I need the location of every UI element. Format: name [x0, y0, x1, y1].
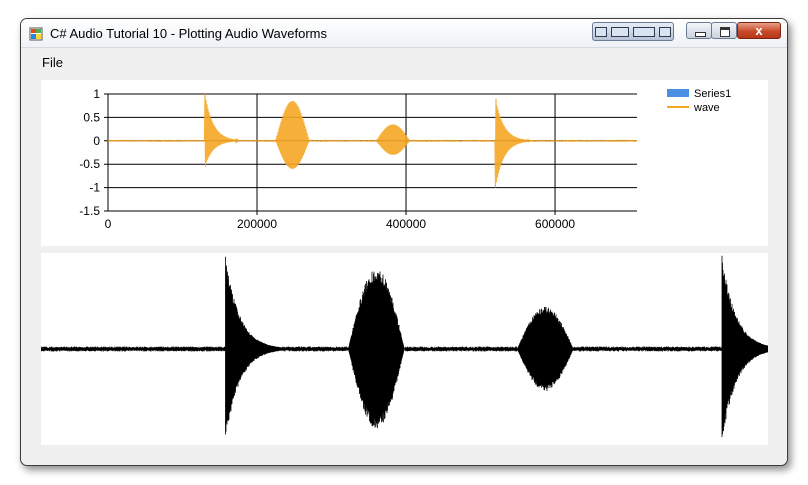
- window-title: C# Audio Tutorial 10 - Plotting Audio Wa…: [50, 26, 327, 41]
- waveform-panel: [40, 253, 769, 445]
- title-bar[interactable]: C# Audio Tutorial 10 - Plotting Audio Wa…: [21, 19, 787, 48]
- legend-series1-swatch: [667, 89, 689, 97]
- x-tick-label: 400000: [386, 217, 426, 231]
- legend-label: wave: [693, 102, 720, 114]
- y-tick-label: -1: [89, 181, 100, 195]
- y-tick-label: 0: [93, 134, 100, 148]
- close-icon: x: [755, 23, 763, 38]
- record-icon[interactable]: [595, 26, 607, 37]
- waveform-view: [40, 255, 769, 437]
- maximize-icon: [720, 27, 730, 37]
- minimize-button[interactable]: [686, 22, 712, 39]
- link-icon[interactable]: [611, 26, 629, 37]
- y-tick-label: 0.5: [83, 110, 100, 124]
- chart-panel: 1 0.5 0 -0.5 -1 -1.5 0 200000 400000 600000 Series…: [41, 80, 768, 246]
- app-icon: [29, 27, 43, 41]
- x-tick-label: 200000: [237, 217, 277, 231]
- close-button[interactable]: x: [737, 22, 781, 39]
- legend-label: Series1: [694, 88, 731, 100]
- record-icon[interactable]: [659, 26, 671, 37]
- caption-extras[interactable]: [592, 22, 674, 41]
- menu-bar: File: [21, 48, 787, 70]
- x-tick-label: 600000: [535, 217, 575, 231]
- wave-series-line: [107, 93, 638, 188]
- minimize-icon: [695, 32, 706, 37]
- waveform-trace: [40, 255, 769, 437]
- y-tick-label: -1.5: [79, 204, 100, 218]
- maximize-button[interactable]: [711, 22, 737, 39]
- bar-icon[interactable]: [633, 26, 655, 37]
- y-tick-label: 1: [93, 87, 100, 101]
- menu-file[interactable]: File: [42, 55, 63, 70]
- app-window: C# Audio Tutorial 10 - Plotting Audio Wa…: [20, 18, 788, 466]
- wave-chart: 1 0.5 0 -0.5 -1 -1.5 0 200000 400000 600000 Series…: [79, 87, 731, 231]
- y-tick-label: -0.5: [79, 157, 100, 171]
- x-tick-label: 0: [105, 217, 112, 231]
